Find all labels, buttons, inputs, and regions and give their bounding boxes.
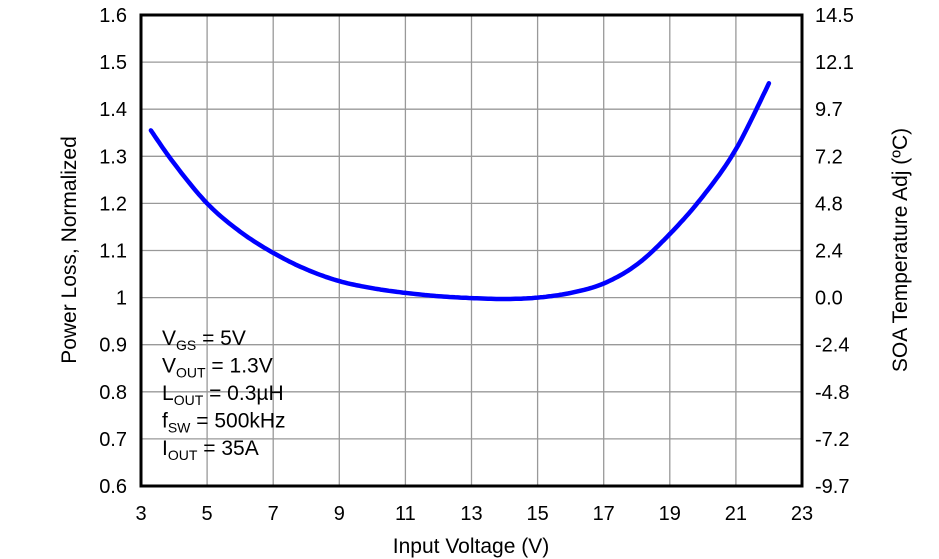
plot-frame bbox=[139, 13, 804, 488]
y2-tick-label: 9.7 bbox=[815, 99, 843, 121]
condition-line: IOUT = 35A bbox=[162, 437, 259, 463]
y-tick-label: 1.6 bbox=[99, 5, 127, 27]
condition-line: VOUT = 1.3V bbox=[162, 355, 273, 381]
x-axis-ticks: 3 5 7 9 11 13 15 17 19 21 23 bbox=[135, 503, 813, 525]
y-tick-label: 1.3 bbox=[99, 146, 127, 168]
y-tick-label: 0.9 bbox=[99, 335, 127, 357]
x-tick-label: 21 bbox=[725, 503, 747, 525]
y2-tick-label: -7.2 bbox=[815, 429, 849, 451]
x-tick-label: 17 bbox=[593, 503, 615, 525]
x-tick-label: 13 bbox=[460, 503, 482, 525]
y-axis-title: Power Loss, Normalized bbox=[58, 136, 81, 364]
y2-tick-label: 12.1 bbox=[815, 52, 854, 74]
power-loss-curve bbox=[148, 81, 772, 302]
x-tick-label: 15 bbox=[526, 503, 548, 525]
y2-tick-label: -9.7 bbox=[815, 476, 849, 498]
y-tick-label: 1.1 bbox=[99, 241, 127, 263]
x-tick-label: 9 bbox=[334, 503, 345, 525]
y-tick-label: 1.4 bbox=[99, 99, 127, 121]
y2-axis-title: SOA Temperature Adj (ºC) bbox=[889, 128, 912, 372]
y2-tick-label: 0.0 bbox=[815, 288, 843, 310]
y2-tick-label: -2.4 bbox=[815, 335, 849, 357]
y-tick-label: 1.2 bbox=[99, 193, 127, 215]
y2-axis-ticks: -9.7 -7.2 -4.8 -2.4 0.0 2.4 4.8 7.2 9.7 12.1 14.5 bbox=[815, 5, 854, 498]
y2-tick-label: 14.5 bbox=[815, 5, 854, 27]
x-axis-title: Input Voltage (V) bbox=[393, 535, 549, 558]
condition-line: fSW = 500kHz bbox=[162, 410, 286, 436]
x-tick-label: 7 bbox=[268, 503, 279, 525]
data-series bbox=[148, 81, 772, 302]
x-tick-label: 5 bbox=[202, 503, 213, 525]
x-tick-label: 11 bbox=[395, 503, 416, 525]
y-tick-label: 0.8 bbox=[99, 382, 127, 404]
y2-tick-label: 7.2 bbox=[815, 146, 843, 168]
y2-tick-label: 2.4 bbox=[815, 241, 843, 263]
y2-tick-label: 4.8 bbox=[815, 193, 843, 215]
x-tick-label: 19 bbox=[659, 503, 681, 525]
y-tick-label: 1 bbox=[116, 288, 127, 310]
x-tick-label: 3 bbox=[135, 503, 146, 525]
y-axis-ticks: 0.6 0.7 0.8 0.9 1 1.1 1.2 1.3 1.4 1.5 1.6 bbox=[99, 5, 127, 498]
x-tick-label: 23 bbox=[791, 503, 813, 525]
y-tick-label: 0.7 bbox=[99, 429, 127, 451]
condition-line: VGS = 5V bbox=[162, 327, 246, 353]
y2-tick-label: -4.8 bbox=[815, 382, 849, 404]
y-tick-label: 0.6 bbox=[99, 476, 127, 498]
y-tick-label: 1.5 bbox=[99, 52, 127, 74]
condition-line: LOUT = 0.3µH bbox=[162, 382, 284, 408]
